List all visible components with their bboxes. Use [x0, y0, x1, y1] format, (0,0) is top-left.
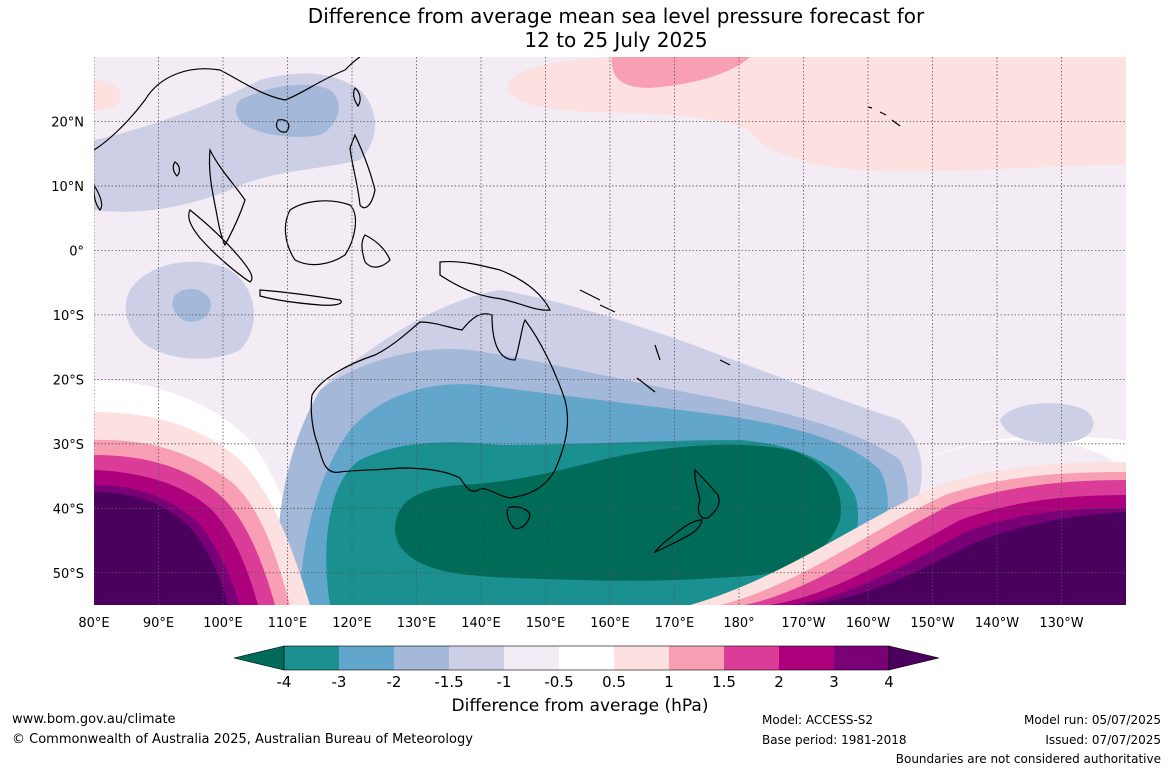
lat-label: 20°S — [53, 373, 84, 388]
colorbar-tick-label: 2 — [774, 673, 784, 691]
base-period: Base period: 1981-2018 — [762, 733, 907, 747]
colorbar-tick-label: 0.5 — [602, 673, 626, 691]
taiwan-coastline — [352, 87, 361, 108]
colorbar-tick-label: -3 — [332, 673, 347, 691]
lat-label: 20°N — [51, 115, 84, 130]
lon-label: 170°W — [781, 616, 825, 631]
pressure-anomaly-field — [94, 57, 1126, 605]
colorbar-tick-label: -4 — [277, 673, 292, 691]
lon-label: 120°E — [332, 616, 372, 631]
colorbar-swatch — [614, 646, 669, 670]
contour-plus-0.5-arabia — [94, 80, 121, 110]
coastlines — [94, 57, 901, 554]
lon-label: 140°E — [461, 616, 501, 631]
new-caledonia — [636, 377, 656, 393]
indochina-coastline — [208, 147, 246, 247]
contour-minus-4 — [395, 444, 841, 581]
sumatra-coastline — [188, 209, 253, 283]
lon-label: 160°W — [846, 616, 890, 631]
colorbar-swatch — [834, 646, 889, 670]
contour-plus-4-sw — [94, 492, 228, 605]
colorbar-extend-low — [233, 645, 285, 671]
colorbar-swatch — [339, 646, 394, 670]
lon-label: 100°E — [203, 616, 243, 631]
borneo-coastline — [284, 200, 357, 266]
colorbar-swatch — [394, 646, 449, 670]
new-guinea-coastline — [439, 260, 551, 311]
vanuatu-islands — [654, 344, 661, 361]
contour-plus-1-north — [611, 57, 750, 88]
solomon-islands — [579, 289, 616, 313]
colorbar-swatch — [669, 646, 724, 670]
gridlines — [94, 57, 1126, 605]
lon-label: 130°E — [397, 616, 437, 631]
colorbar-tick-label: -1.5 — [434, 673, 463, 691]
colorbar-swatch — [559, 646, 614, 670]
colorbar-tick-label: -1 — [497, 673, 512, 691]
lat-label: 30°S — [53, 438, 84, 453]
sulawesi-coastline — [361, 234, 391, 268]
sri-lanka-coastline — [172, 161, 181, 177]
contour-minus-1-east — [1000, 403, 1094, 444]
colorbar-tick-label: 1.5 — [712, 673, 736, 691]
colorbar-tick-label: 4 — [884, 673, 894, 691]
colorbar-swatch — [504, 646, 559, 670]
lat-label: 50°S — [53, 567, 84, 582]
colorbar: -4 -3 -2 -1.5 -1 -0.5 0.5 1 1.5 2 3 4 — [233, 645, 940, 691]
model-name: Model: ACCESS-S2 — [762, 713, 874, 727]
hawaii-islands — [867, 106, 901, 127]
colorbar-tick-label: -2 — [387, 673, 402, 691]
colorbar-tick-label: -0.5 — [544, 673, 573, 691]
colorbar-extend-high — [888, 645, 940, 671]
fiji-islands — [719, 359, 731, 366]
latitude-labels: 20°N 10°N 0° 10°S 20°S 30°S 40°S 50°S — [51, 115, 84, 581]
new-zealand-north-island — [694, 468, 720, 519]
copyright-text: © Commonwealth of Australia 2025, Austra… — [12, 732, 473, 747]
lon-label: 160°E — [590, 616, 630, 631]
colorbar-label: Difference from average (hPa) — [451, 696, 709, 716]
lat-label: 0° — [69, 244, 84, 259]
contour-minus-1.5-indian — [172, 288, 211, 322]
philippines-coastline — [349, 133, 376, 209]
issued-date: Issued: 07/07/2025 — [1045, 733, 1161, 747]
lon-label: 170°E — [655, 616, 695, 631]
lon-label: 110°E — [268, 616, 308, 631]
colorbar-swatch — [779, 646, 834, 670]
lon-label: 140°W — [975, 616, 1019, 631]
map-title: Difference from average mean sea level p… — [0, 4, 1173, 52]
java-coastline — [259, 289, 342, 306]
lon-label: 180° — [723, 616, 754, 631]
australia-coastline — [310, 313, 569, 499]
colorbar-swatch — [449, 646, 504, 670]
contour-plus-4-se — [805, 512, 1126, 605]
colorbar-tick-label: 3 — [829, 673, 839, 691]
title-line-1: Difference from average mean sea level p… — [307, 4, 925, 28]
lat-label: 10°N — [51, 180, 84, 195]
lon-label: 150°W — [910, 616, 954, 631]
boundaries-disclaimer: Boundaries are not considered authoritat… — [895, 752, 1161, 766]
lon-label: 130°W — [1039, 616, 1083, 631]
asia-coastline — [94, 57, 361, 151]
longitude-labels: 80°E 90°E 100°E 110°E 120°E 130°E 140°E 150°E 16… — [78, 616, 1083, 631]
lon-label: 80°E — [78, 616, 109, 631]
website-link[interactable]: www.bom.gov.au/climate — [12, 712, 176, 727]
hainan-coastline — [275, 119, 290, 133]
new-zealand-south-island — [653, 519, 703, 554]
title-line-2: 12 to 25 July 2025 — [524, 28, 708, 52]
colorbar-swatch — [724, 646, 779, 670]
colorbar-tick-label: 1 — [664, 673, 674, 691]
lon-label: 90°E — [143, 616, 174, 631]
colorbar-swatch — [284, 646, 339, 670]
colorbar-outline — [283, 645, 890, 671]
lon-label: 150°E — [526, 616, 566, 631]
lat-label: 10°S — [53, 309, 84, 324]
tasmania-coastline — [506, 506, 531, 530]
lat-label: 40°S — [53, 502, 84, 517]
model-run: Model run: 05/07/2025 — [1023, 713, 1161, 727]
